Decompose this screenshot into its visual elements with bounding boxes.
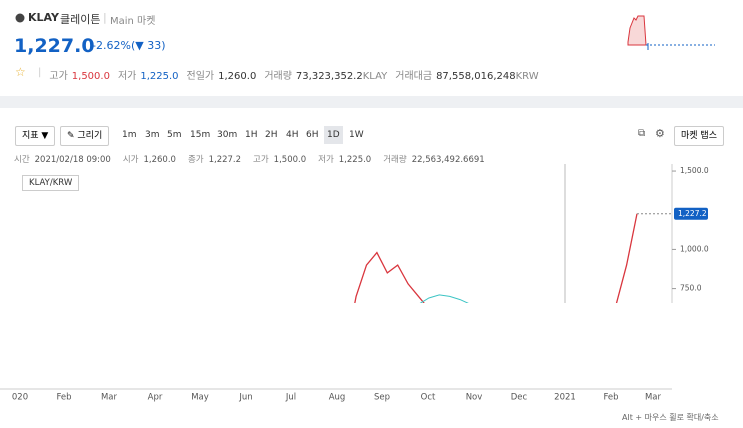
x-tick-label: Aug: [329, 393, 346, 403]
mini-chart: [627, 15, 715, 50]
info-value: 1,500.0: [273, 155, 307, 165]
y-tick-label: 1,000.0: [680, 244, 709, 253]
market[interactable]: Main 마켓: [110, 16, 156, 27]
price-line: [354, 213, 638, 303]
info-label: 거래량: [383, 155, 407, 165]
info-value: 1,227.2: [208, 155, 242, 165]
chart-card: 지표 ▼ ✎ 그리기 1m 3m 5m 15m 30m 1H 2H 4H 6H 1D 1W ⧉ ⚙ …: [0, 108, 743, 428]
info-row: 시간 2021/02/18 09:00 시가 1,260.0 종가 1,227.2 고가 1,…: [14, 153, 485, 165]
info-value: 22,563,492.6691: [411, 155, 485, 165]
x-tick-label: Feb: [603, 393, 618, 403]
coin-name: 클레이튼: [60, 13, 101, 26]
settings-icon[interactable]: ⚙: [655, 127, 665, 140]
footer-hint: Alt + 마우스 휠로 확대/축소: [622, 413, 719, 422]
x-tick-label: Mar: [101, 393, 118, 403]
info-value: 2021/02/18 09:00: [34, 155, 111, 165]
divider: |: [38, 67, 42, 78]
interval-button[interactable]: 1D: [324, 126, 343, 144]
x-tick-label: 2021: [554, 393, 576, 403]
interval-button[interactable]: 3m: [145, 130, 160, 140]
info-label: 시가: [122, 155, 139, 165]
info-value: 1,260.0: [143, 155, 176, 165]
stat-value: 1,500.0: [71, 71, 110, 82]
coin-icon: [15, 13, 25, 23]
x-tick-label: Oct: [421, 393, 436, 403]
y-tick-label: 1,500.0: [680, 166, 709, 175]
chart: 250.0500.0750.01,000.01,500.01,227.2163.…: [354, 164, 709, 303]
stat-label: 저가: [117, 71, 137, 82]
draw-button[interactable]: ✎ 그리기: [60, 126, 110, 146]
divider: |: [103, 11, 107, 24]
stat-unit: KRW: [515, 71, 539, 82]
info-item: 종가 1,227.2: [188, 153, 241, 165]
y-tick-label: 750.0: [680, 284, 702, 293]
last-price-box: [674, 207, 708, 220]
market-tabs-button[interactable]: 마켓 탭스: [674, 126, 724, 146]
stat-value: 87,558,016,248: [436, 71, 516, 82]
x-tick-label: Jul: [285, 393, 296, 403]
legend: KLAY/KRW: [22, 175, 80, 191]
interval-button[interactable]: 5m: [167, 130, 182, 140]
interval-button[interactable]: 1W: [349, 130, 364, 140]
info-label: 고가: [253, 155, 269, 165]
x-tick-label: Feb: [56, 393, 71, 403]
interval-button[interactable]: 2H: [265, 130, 278, 140]
change-rate: -2.62%: [92, 39, 131, 52]
interval-button[interactable]: 1H: [245, 130, 258, 140]
last-price-label: 1,227.2: [678, 209, 707, 218]
indicator-label: 지표: [22, 131, 39, 141]
interval-button[interactable]: 1m: [122, 130, 137, 140]
interval-button[interactable]: 6H: [306, 130, 319, 140]
stat-value: 1,225.0: [140, 71, 179, 82]
x-axis: 020 Feb Mar Apr May Jun Jul Aug Sep Oct Nov Dec 2021…: [0, 388, 672, 403]
info-value: 1,225.0: [338, 155, 372, 165]
stat: 거래량 73,323,352.2KLAY: [264, 67, 387, 82]
draw-label: 그리기: [77, 131, 103, 141]
stat-label: 거래량: [264, 71, 292, 82]
symbol: KLAY: [28, 11, 59, 24]
price-line: [419, 294, 469, 303]
x-tick-label: Jun: [238, 393, 252, 403]
x-tick-label: May: [191, 393, 209, 403]
stat: 고가 1,500.0: [49, 67, 110, 82]
info-item: 고가 1,500.0: [253, 153, 306, 165]
x-tick-label: Nov: [466, 393, 483, 403]
info-label: 저가: [318, 155, 334, 165]
stat-unit: KLAY: [362, 71, 388, 82]
change: (▼ 33): [131, 39, 166, 52]
x-tick-label: Mar: [645, 393, 662, 403]
price: 1,227.0: [14, 35, 95, 57]
interval-button[interactable]: 30m: [217, 130, 238, 140]
stat: 전일가 1,260.0: [187, 67, 257, 82]
stat: 저가 1,225.0: [118, 67, 179, 82]
stats: | 고가 1,500.0 저가 1,225.0 전일가 1,260.0 거래량 73,323,3…: [38, 67, 539, 82]
x-tick-label: Dec: [511, 393, 528, 403]
indicator-button[interactable]: 지표 ▼: [15, 126, 56, 146]
favorite-star[interactable]: ☆: [15, 65, 26, 79]
stat-label: 전일가: [186, 71, 215, 82]
info-label: 시간: [14, 155, 30, 165]
stat-value: 1,260.0: [218, 71, 257, 82]
x-tick-label: Apr: [148, 393, 163, 403]
popout-icon[interactable]: ⧉: [638, 128, 646, 139]
info-item: 저가 1,225.0: [318, 153, 371, 165]
info-label: 종가: [187, 155, 204, 165]
stat-value: 73,323,352.2: [295, 71, 363, 82]
x-tick-label: 020: [12, 393, 28, 403]
info-item: 거래량 22,563,492.6691: [383, 153, 484, 165]
stat-label: 고가: [49, 71, 68, 82]
info-item: 시가 1,260.0: [123, 153, 176, 165]
stat: 거래대금 87,558,016,248KRW: [395, 67, 538, 82]
interval-button[interactable]: 4H: [286, 130, 299, 140]
interval-button[interactable]: 15m: [190, 130, 211, 140]
x-tick-label: Sep: [374, 393, 390, 403]
info-item: 시간 2021/02/18 09:00: [14, 153, 111, 165]
header-card: KLAY 클레이튼 | Main 마켓 1,227.0 -2.62% (▼ 33…: [0, 0, 743, 96]
stat-label: 거래대금: [395, 71, 433, 82]
